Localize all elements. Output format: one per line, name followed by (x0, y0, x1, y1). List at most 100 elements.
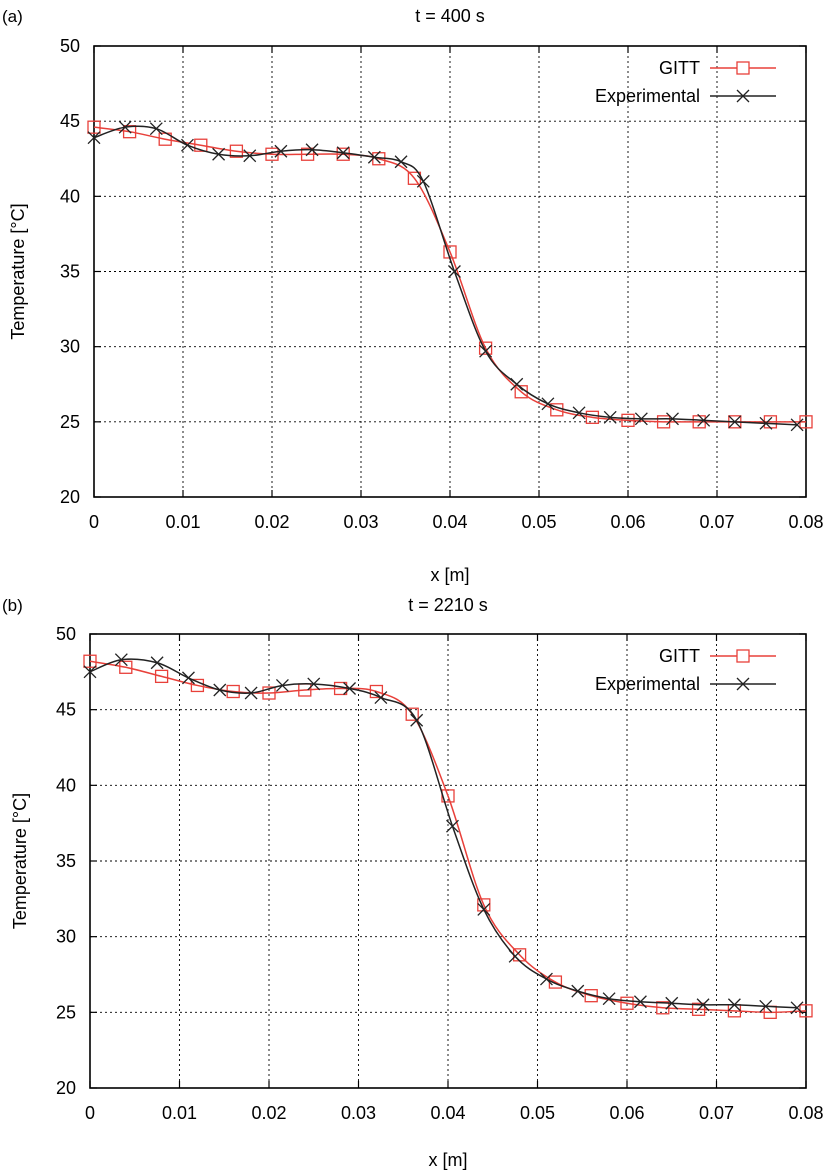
data-point-cross (150, 656, 164, 670)
data-point-square (441, 789, 455, 803)
x-tick-label: 0.04 (430, 1103, 465, 1123)
y-tick-label: 40 (60, 186, 80, 206)
legend-marker-square (736, 649, 750, 663)
data-point-cross (665, 996, 679, 1010)
x-tick-label: 0 (85, 1103, 95, 1123)
chart-title: t = 400 s (415, 6, 485, 26)
x-tick-label: 0.08 (788, 512, 823, 532)
data-point-square (119, 660, 133, 674)
data-point-square (87, 120, 101, 134)
data-point-cross (410, 713, 424, 727)
data-point-cross (790, 418, 804, 432)
legend-label: Experimental (595, 86, 700, 106)
x-tick-label: 0.01 (165, 512, 200, 532)
data-point-cross (727, 998, 741, 1012)
y-axis-label: Temperature [°C] (8, 203, 28, 339)
data-point-cross (602, 992, 616, 1006)
y-tick-label: 25 (60, 412, 80, 432)
data-point-cross (336, 146, 350, 160)
x-tick-label: 0.04 (432, 512, 467, 532)
y-tick-label: 35 (56, 851, 76, 871)
chart-title: t = 2210 s (408, 595, 488, 615)
data-point-cross (244, 686, 258, 700)
data-point-cross (634, 412, 648, 426)
data-point-square (229, 144, 244, 158)
y-tick-label: 25 (56, 1002, 76, 1022)
data-point-cross (508, 949, 522, 963)
legend: GITT Experimental (595, 646, 776, 694)
panel-label: (b) (2, 596, 23, 615)
data-point-cross (275, 678, 289, 692)
data-point-square (122, 125, 137, 139)
data-point-square (620, 996, 634, 1010)
y-tick-label: 40 (56, 775, 76, 795)
x-tick-label: 0.07 (699, 1103, 734, 1123)
legend: GITT Experimental (595, 58, 776, 106)
y-tick-label: 45 (56, 700, 76, 720)
data-point-square (691, 1002, 706, 1016)
data-point-cross (696, 998, 710, 1012)
x-tick-label: 0.02 (254, 512, 289, 532)
data-point-cross (541, 397, 555, 411)
legend-label: Experimental (595, 674, 700, 694)
data-point-cross (114, 653, 128, 667)
x-tick-label: 0.06 (610, 512, 645, 532)
data-point-cross (510, 377, 524, 391)
data-point-cross (83, 665, 97, 679)
data-point-square (369, 684, 384, 699)
x-tick-label: 0 (89, 512, 99, 532)
data-point-square (478, 341, 493, 355)
x-axis-label: x [m] (431, 565, 470, 585)
data-point-cross (479, 344, 493, 358)
x-tick-label: 0.03 (343, 512, 378, 532)
x-tick-label: 0.05 (521, 512, 556, 532)
x-tick-label: 0.03 (341, 1103, 376, 1123)
data-point-square (621, 413, 635, 427)
legend-marker-cross (736, 89, 750, 103)
series-gitt (83, 654, 813, 1019)
data-point-cross (633, 995, 647, 1009)
legend-label: GITT (659, 58, 700, 78)
x-tick-label: 0.07 (699, 512, 734, 532)
data-point-square (300, 147, 315, 161)
data-point-square (405, 707, 419, 721)
x-axis-label: x [m] (429, 1150, 468, 1170)
data-point-cross (697, 413, 711, 427)
data-point-cross (367, 150, 381, 164)
data-point-cross (666, 412, 679, 426)
data-point-cross (343, 682, 357, 695)
data-point-cross (180, 138, 194, 152)
y-tick-label: 35 (60, 262, 80, 282)
data-point-cross (181, 671, 195, 685)
data-point-cross (728, 415, 742, 429)
chart-panel-b: 0 0.01 0.02 0.03 0.04 0.05 0.06 0.07 0.08 20 25 30 3… (2, 595, 824, 1170)
y-tick-label: 20 (56, 1078, 76, 1098)
legend-marker-square (736, 61, 750, 75)
data-point-cross (477, 902, 491, 916)
data-point-cross (447, 265, 461, 278)
data-point-square (262, 686, 276, 700)
chart-panel-a: 0 0.01 0.02 0.03 0.04 0.05 0.06 0.07 0.08 20 25 30 3… (2, 6, 824, 585)
data-point-cross (539, 972, 553, 986)
data-point-cross (394, 155, 408, 169)
y-axis-label: Temperature [°C] (10, 793, 30, 929)
data-point-cross (118, 120, 132, 134)
data-point-cross (446, 819, 459, 833)
y-tick-label: 50 (60, 36, 80, 56)
data-point-cross (603, 410, 617, 424)
y-tick-label: 30 (56, 927, 76, 947)
x-tick-label: 0.06 (609, 1103, 644, 1123)
data-point-cross (213, 683, 227, 697)
data-point-square (550, 403, 564, 417)
data-point-cross (374, 691, 388, 705)
data-point-cross (243, 149, 257, 163)
data-point-cross (571, 984, 585, 998)
data-point-cross (307, 677, 321, 691)
series-line (93, 126, 806, 423)
x-tick-label: 0.02 (251, 1103, 286, 1123)
data-point-square (194, 138, 208, 152)
data-point-cross (149, 122, 163, 136)
panel-label: (a) (2, 7, 23, 26)
y-tick-label: 30 (60, 337, 80, 357)
